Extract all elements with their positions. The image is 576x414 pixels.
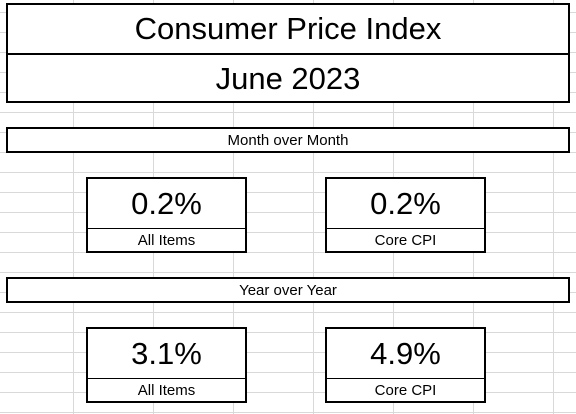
yoy-core-cpi-label: Core CPI	[327, 378, 484, 401]
mom-core-cpi-label: Core CPI	[327, 228, 484, 251]
mom-all-items-card: 0.2% All Items	[86, 177, 247, 253]
mom-core-cpi-card: 0.2% Core CPI	[325, 177, 486, 253]
yoy-all-items-value: 3.1%	[131, 335, 202, 371]
page-title: Consumer Price Index	[8, 5, 568, 55]
mom-all-items-value: 0.2%	[131, 185, 202, 221]
section-header-month-over-month: Month over Month	[6, 127, 570, 153]
yoy-all-items-label: All Items	[88, 378, 245, 401]
yoy-all-items-card: 3.1% All Items	[86, 327, 247, 403]
mom-all-items-label: All Items	[88, 228, 245, 251]
yoy-core-cpi-card: 4.9% Core CPI	[325, 327, 486, 403]
mom-core-cpi-value: 0.2%	[370, 185, 441, 221]
yoy-core-cpi-value: 4.9%	[370, 335, 441, 371]
section-header-year-over-year: Year over Year	[6, 277, 570, 303]
title-block: Consumer Price Index June 2023	[6, 3, 570, 103]
page-subtitle: June 2023	[215, 61, 361, 96]
